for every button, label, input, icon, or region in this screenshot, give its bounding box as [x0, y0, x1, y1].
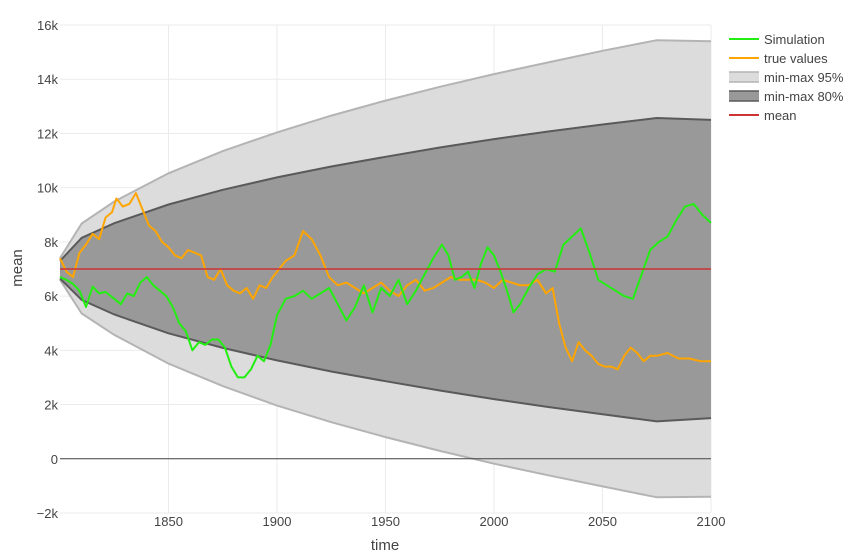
legend-swatch-band80 [729, 91, 759, 101]
legend-swatch-band95 [729, 72, 759, 82]
x-tick-label: 2100 [697, 514, 726, 529]
legend-label: min-max 95% [764, 70, 844, 85]
legend-item-band80[interactable]: min-max 80% [729, 89, 844, 104]
y-axis-title: mean [9, 249, 26, 287]
legend-label: min-max 80% [764, 89, 844, 104]
legend-item-band95[interactable]: min-max 95% [729, 70, 844, 85]
x-axis-title: time [371, 537, 399, 551]
y-tick-label: 4k [44, 343, 58, 358]
band-95-upper-edge [59, 39, 712, 259]
legend-label: true values [764, 51, 828, 66]
legend-label: mean [764, 108, 797, 123]
series-line-simulation [59, 202, 712, 379]
tick-labels: −2k 0 2k 4k 6k 8k 10k 12k 14k 16k 1850 1900 1950 2000… [37, 18, 726, 529]
legend-item-mean[interactable]: mean [729, 108, 797, 123]
y-tick-label: 8k [44, 235, 58, 250]
series-line-true-values [59, 192, 711, 371]
band-80-lower-edge [59, 277, 712, 423]
y-tick-label: 0 [51, 452, 58, 467]
series-lines [59, 192, 712, 379]
legend-item-simulation[interactable]: Simulation [729, 32, 825, 47]
legend-label: Simulation [764, 32, 825, 47]
y-tick-label: 14k [37, 72, 58, 87]
x-tick-label: 1900 [263, 514, 292, 529]
x-tick-label: 1850 [154, 514, 183, 529]
x-tick-label: 1950 [371, 514, 400, 529]
x-tick-label: 2050 [588, 514, 617, 529]
band-80-upper-edge [59, 116, 712, 262]
y-tick-label: 16k [37, 18, 58, 33]
legend[interactable]: Simulation true values min-max 95% min-max … [729, 32, 844, 123]
y-tick-label: 10k [37, 181, 58, 196]
y-tick-label: 12k [37, 126, 58, 141]
x-tick-label: 2000 [480, 514, 509, 529]
y-tick-label: 6k [44, 289, 58, 304]
y-tick-label: 2k [44, 398, 58, 413]
y-tick-label: −2k [37, 506, 59, 521]
legend-item-true-values[interactable]: true values [729, 51, 828, 66]
band-95-lower-edge [59, 279, 712, 499]
